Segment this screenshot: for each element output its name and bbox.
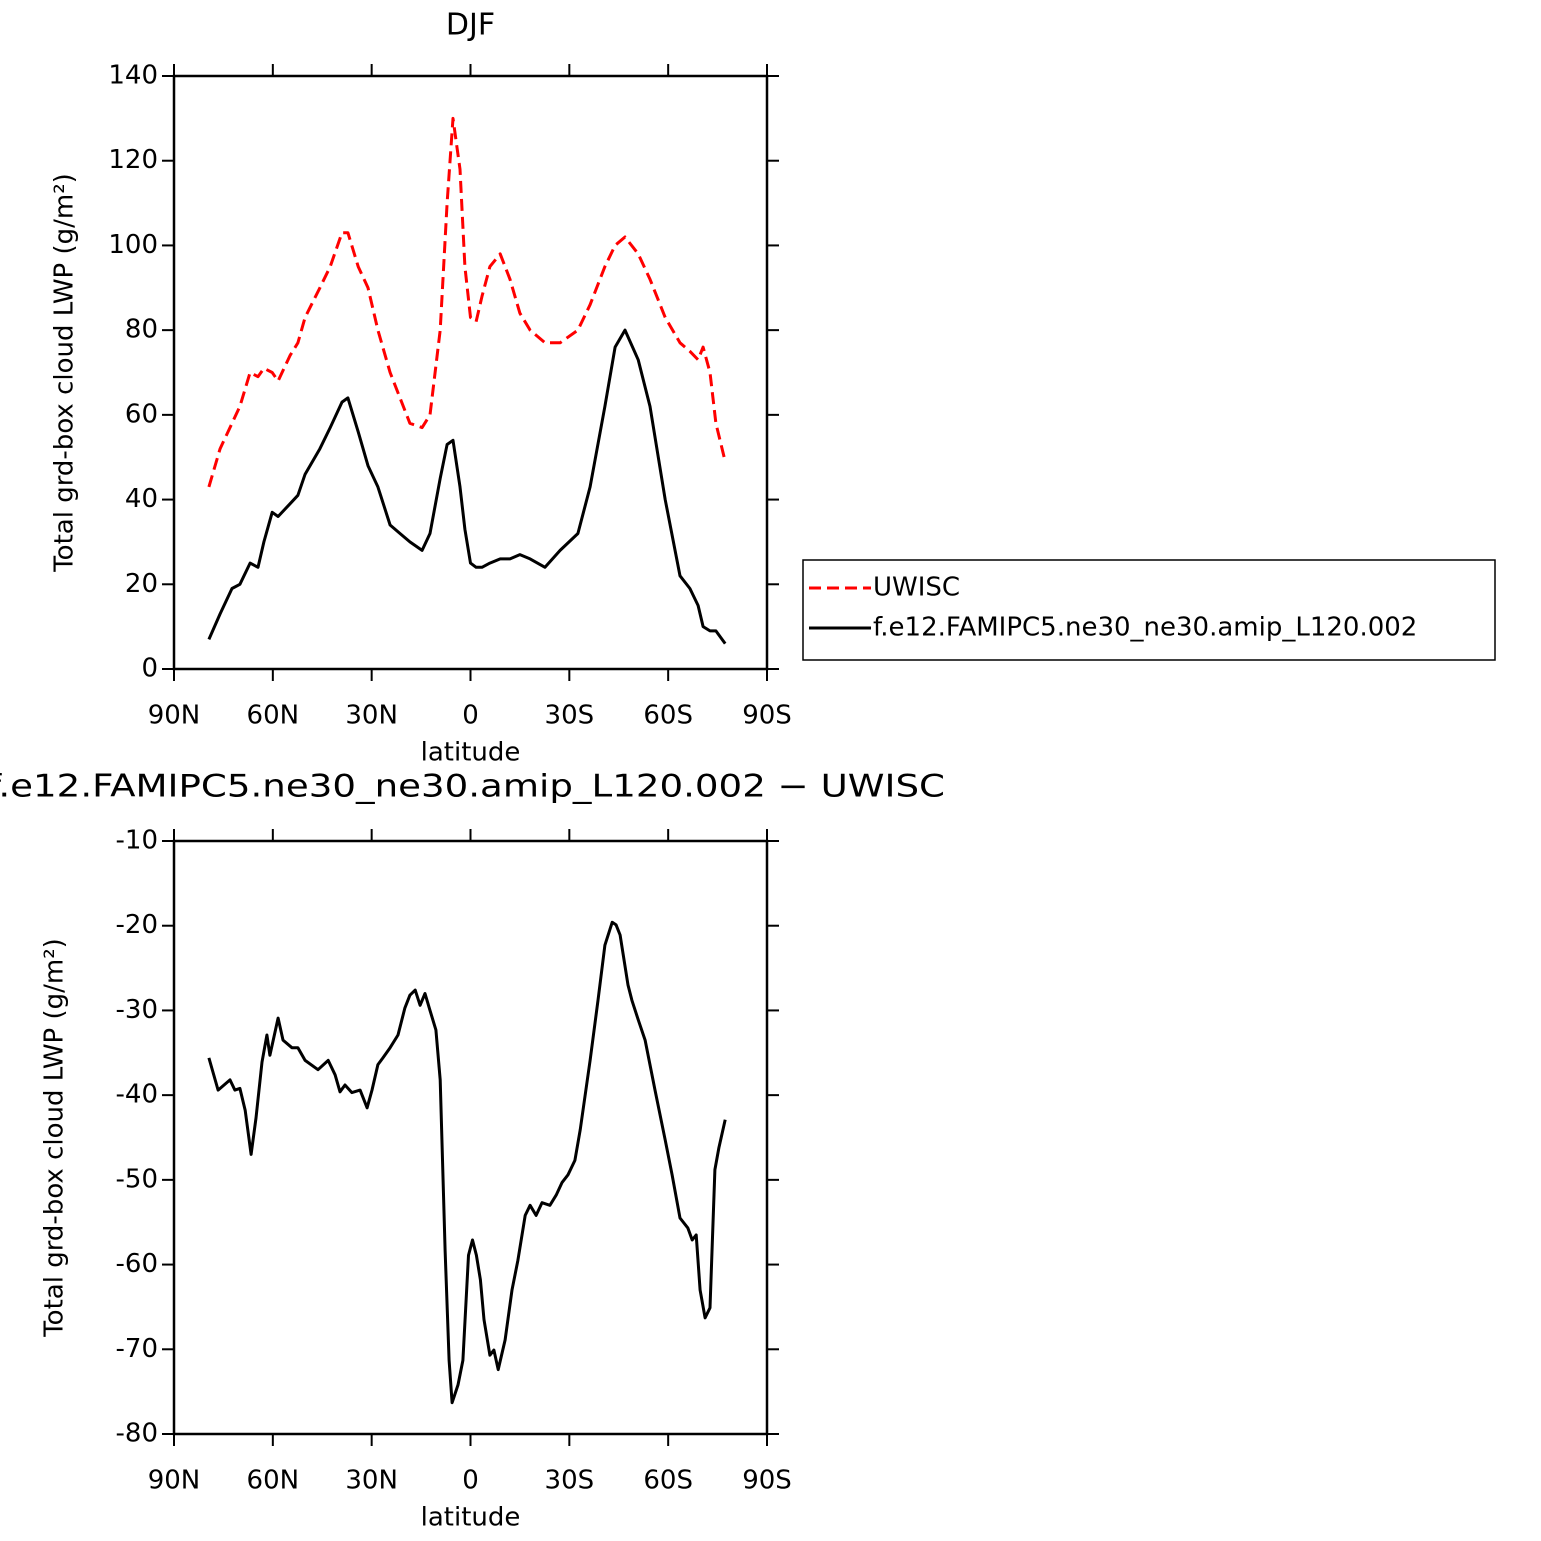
plot-frame: [172, 839, 769, 1436]
y-tick-label: -70: [116, 1334, 158, 1364]
y-tick-label: 60: [125, 399, 158, 429]
x-tick-label: 30N: [345, 701, 398, 731]
chart-title: f.e12.FAMIPC5.ne30_ne30.amip_L120.002 − …: [0, 769, 945, 805]
y-tick-label: -10: [116, 826, 158, 856]
x-tick-label: 30S: [545, 701, 595, 731]
y-tick-label: 40: [125, 484, 158, 514]
y-tick-label: -80: [116, 1419, 158, 1449]
y-tick-label: -60: [116, 1249, 158, 1279]
legend-box: [802, 559, 1496, 661]
legend-label: UWISC: [873, 573, 960, 603]
y-tick-label: 120: [108, 145, 158, 175]
y-tick-label: -50: [116, 1164, 158, 1194]
plot-frame: [172, 74, 769, 671]
y-tick-label: -20: [116, 910, 158, 940]
legend-label: f.e12.FAMIPC5.ne30_ne30.amip_L120.002: [873, 613, 1417, 643]
y-axis-title: Total grd-box cloud LWP (g/m²): [50, 173, 80, 573]
data-line: [207, 920, 727, 1405]
chart-title: DJF: [446, 8, 495, 43]
x-tick-label: 30N: [345, 1466, 398, 1496]
y-tick-label: 80: [125, 315, 158, 345]
x-tick-label: 0: [462, 701, 479, 731]
x-tick-label: 60N: [247, 701, 300, 731]
x-axis-title: latitude: [421, 1503, 521, 1533]
y-tick-label: 0: [141, 654, 158, 684]
x-tick-label: 60S: [643, 1466, 693, 1496]
x-tick-label: 30S: [545, 1466, 595, 1496]
x-tick-label: 0: [462, 1466, 479, 1496]
x-axis-title: latitude: [421, 738, 521, 768]
x-tick-label: 90S: [742, 701, 792, 731]
x-tick-label: 60S: [643, 701, 693, 731]
x-tick-label: 90N: [148, 1466, 201, 1496]
x-tick-label: 90S: [742, 1466, 792, 1496]
y-tick-label: -30: [116, 995, 158, 1025]
y-tick-label: 100: [108, 230, 158, 260]
y-tick-label: 140: [108, 61, 158, 91]
y-tick-label: -40: [116, 1080, 158, 1110]
x-tick-label: 60N: [247, 1466, 300, 1496]
x-tick-label: 90N: [148, 701, 201, 731]
data-line: [207, 328, 727, 645]
data-line: [207, 116, 727, 488]
y-tick-label: 20: [125, 569, 158, 599]
y-axis-title: Total grd-box cloud LWP (g/m²): [40, 938, 70, 1338]
